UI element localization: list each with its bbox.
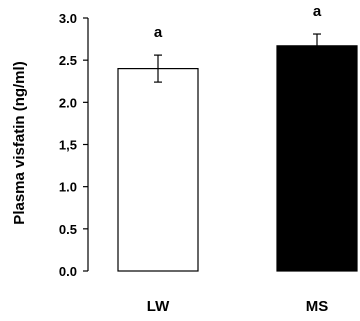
- y-tick-label: 0.0: [59, 264, 77, 279]
- y-tick-label: 1.0: [59, 180, 77, 195]
- significance-label: a: [154, 24, 163, 41]
- significance-label: a: [313, 3, 322, 20]
- bar-lw: [117, 67, 199, 272]
- bar-ms: [276, 45, 358, 272]
- y-tick-label: 1,5: [59, 138, 77, 153]
- y-tick-label: 0.5: [59, 222, 77, 237]
- y-axis-label: Plasma visfatin (ng/ml): [11, 61, 28, 224]
- y-tick-label: 2.0: [59, 95, 77, 110]
- category-label: MS: [306, 298, 329, 315]
- y-tick-label: 3.0: [59, 11, 77, 26]
- category-label: LW: [147, 298, 170, 315]
- y-tick-label: 2.5: [59, 53, 77, 68]
